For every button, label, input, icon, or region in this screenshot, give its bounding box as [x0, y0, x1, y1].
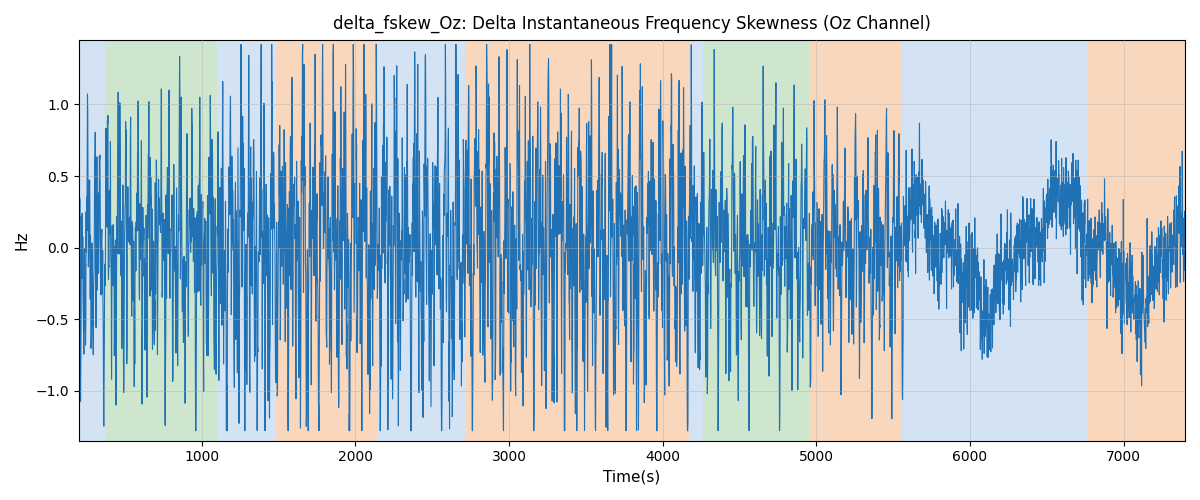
Bar — [79, 40, 106, 440]
Y-axis label: Hz: Hz — [14, 230, 30, 250]
Bar — [378, 40, 466, 440]
Bar — [902, 40, 1040, 440]
Bar — [809, 40, 902, 440]
X-axis label: Time(s): Time(s) — [604, 470, 660, 485]
Bar — [1087, 40, 1184, 440]
Bar — [466, 40, 690, 440]
Bar — [703, 40, 809, 440]
Title: delta_fskew_Oz: Delta Instantaneous Frequency Skewness (Oz Channel): delta_fskew_Oz: Delta Instantaneous Freq… — [334, 15, 931, 34]
Bar — [1040, 40, 1087, 440]
Bar — [106, 40, 217, 440]
Bar — [276, 40, 378, 440]
Bar — [217, 40, 276, 440]
Bar — [690, 40, 703, 440]
